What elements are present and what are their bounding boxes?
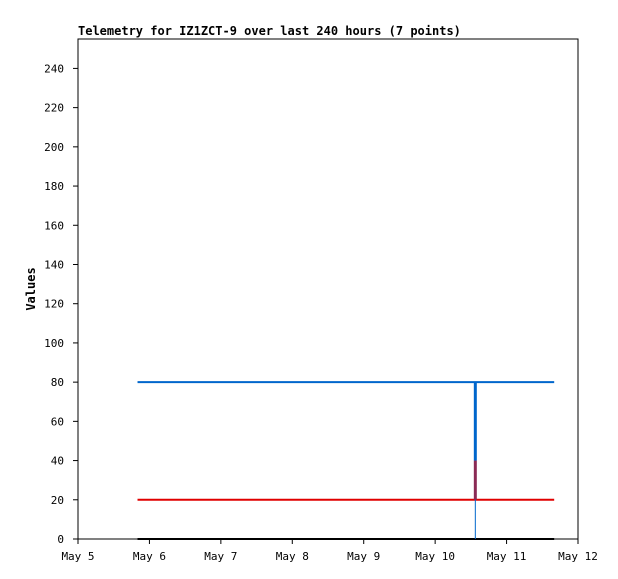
x-tick-label: May 9 [347,550,380,563]
x-tick-label: May 6 [133,550,166,563]
y-tick-label: 220 [44,102,64,115]
y-axis: 0 20 40 60 80 100 120 140 160 180 200 220 240 [44,62,78,546]
y-tick-label: 240 [44,62,64,75]
y-tick-label: 160 [44,219,64,232]
plot-area-frame [77,38,579,540]
y-tick-label: 40 [51,455,64,468]
y-tick-label: 80 [51,376,64,389]
y-tick-label: 20 [51,494,64,507]
x-tick-label: May 8 [276,550,309,563]
y-tick-label: 60 [51,415,64,428]
x-tick-label: May 7 [204,550,237,563]
y-tick-label: 120 [44,298,64,311]
chart-title: Telemetry for IZ1ZCT-9 over last 240 hou… [78,24,461,38]
x-tick-label: May 10 [415,550,455,563]
x-tick-label: May 12 [558,550,598,563]
y-axis-label: Values [24,267,38,310]
y-tick-label: 140 [44,258,64,271]
y-tick-label: 0 [57,533,64,546]
y-tick-label: 100 [44,337,64,350]
x-tick-label: May 5 [61,550,94,563]
x-tick-label: May 11 [487,550,527,563]
x-axis: May 5 May 6 May 7 May 8 May 9 May 10 May 11 May… [61,539,598,563]
series-layer [137,381,555,540]
y-tick-label: 200 [44,141,64,154]
y-tick-label: 180 [44,180,64,193]
